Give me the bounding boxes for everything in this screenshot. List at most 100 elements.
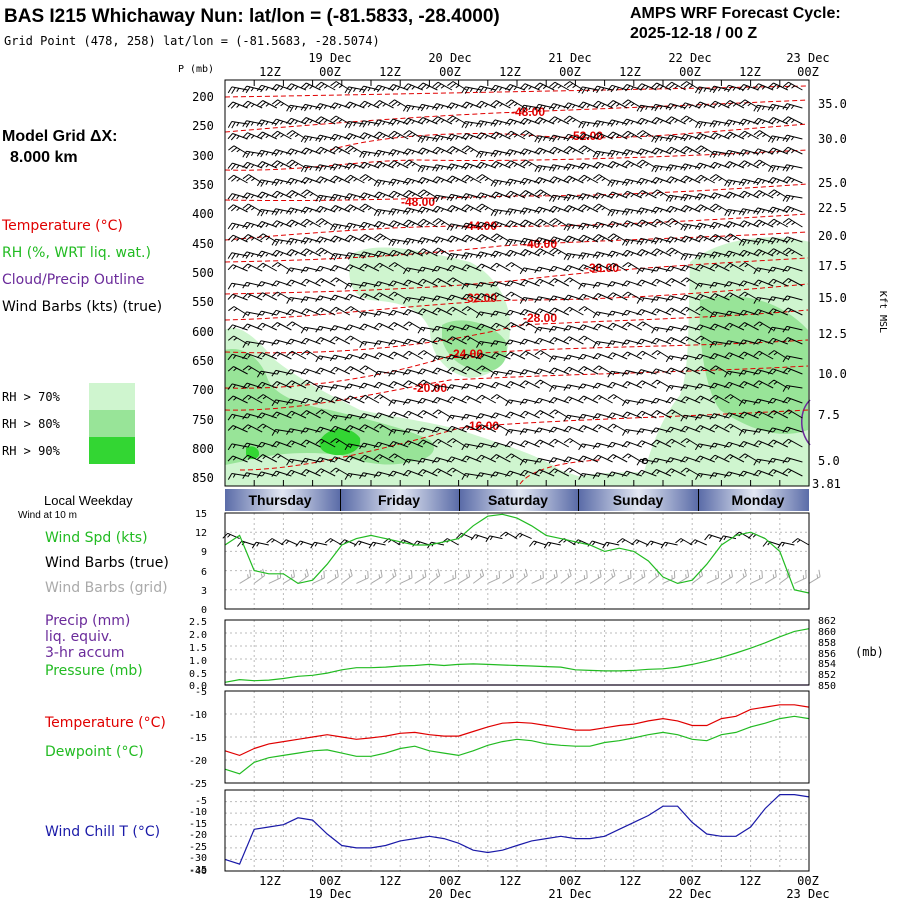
wind-barb [694, 204, 716, 213]
wind-barb [592, 382, 613, 389]
temp-tick-label: -5 [195, 687, 207, 698]
wind-barb [286, 428, 307, 435]
wind-barb [621, 190, 643, 199]
wind-barb [534, 278, 555, 287]
legend-rh: RH (%, WRT liq. wat.) [2, 245, 151, 261]
wind-barb [563, 294, 584, 301]
wind-barb [417, 147, 438, 155]
wind-barb [402, 428, 423, 435]
contour-label: -52.00 [569, 129, 603, 143]
wind-barb [373, 412, 394, 419]
wind-barb-grid [545, 569, 558, 584]
wind-barb [271, 351, 292, 360]
wind-barb-grid [589, 569, 602, 584]
wind-barb [782, 397, 803, 404]
wind-barb-grid [385, 568, 397, 584]
wind-barb [534, 147, 555, 155]
wind-barb [636, 130, 657, 140]
wind-barb [578, 425, 599, 433]
wind-barb [592, 281, 613, 289]
wind-barb [651, 206, 672, 214]
wind-barb [300, 278, 321, 287]
wind-barb [242, 454, 263, 463]
wind-barb [709, 311, 730, 319]
wind-barb [636, 380, 657, 389]
wind-barb [227, 264, 248, 272]
wind-barb-grid [268, 570, 282, 584]
wind-barb [432, 247, 453, 257]
wind-barb [767, 337, 788, 345]
pressure-tick-label: 750 [192, 413, 214, 427]
wind-barb [709, 454, 730, 463]
wind-barb [315, 325, 336, 333]
wind-barb [593, 174, 613, 184]
wind-barb [432, 397, 453, 404]
wind-barb [505, 399, 526, 407]
pressure-tick-label: 850 [192, 471, 214, 485]
wind-barb [519, 177, 540, 186]
wind-barb [709, 472, 730, 479]
wind-barb [753, 369, 774, 376]
wind-barb [286, 440, 307, 448]
wind-barb [271, 399, 292, 407]
wind-barb [695, 121, 715, 129]
wind-barb [709, 192, 730, 200]
wind-barb [271, 381, 292, 389]
wind-barb [577, 383, 599, 390]
precip-panel-frame [224, 619, 810, 686]
wind-barb [534, 237, 555, 245]
wind-barb [738, 84, 759, 92]
wind-barb [519, 249, 540, 257]
temp-tick-label: -25 [189, 779, 207, 790]
wind-barb [329, 456, 350, 463]
wind-barb [373, 84, 394, 93]
wind-barb [344, 101, 365, 109]
wind-barb [636, 249, 657, 257]
wind-barb [665, 205, 686, 214]
wind-barb [490, 340, 511, 347]
pressure-tick-label: 500 [192, 266, 214, 280]
wc-tick-label: -5 [195, 796, 207, 807]
wind-barb [432, 468, 453, 477]
height-axis: 35.0 30.0 25.0 22.5 20.0 17.5 15.0 12.5 … [812, 97, 847, 491]
wind-barb [578, 86, 599, 94]
wind-barb [534, 397, 555, 405]
wind-barb [709, 120, 730, 128]
wind-barb-true [602, 541, 620, 549]
wind-barb [592, 293, 613, 301]
wind-barb [738, 160, 759, 169]
wind-barb [694, 455, 715, 463]
wind-barb [300, 368, 321, 375]
wind-barb [461, 293, 482, 301]
wind-barb [227, 174, 248, 184]
wind-barb [621, 160, 643, 169]
hour-tick-label: 12Z [619, 65, 641, 79]
wind-barb [271, 441, 292, 448]
wind-barb [344, 443, 365, 451]
wind-barb [461, 366, 482, 375]
wind-barb [694, 413, 715, 421]
wind-barb [563, 456, 584, 463]
wind-barb [578, 121, 599, 129]
wind-barb [636, 469, 657, 477]
wind-barb [694, 162, 715, 170]
wind-barb [256, 471, 277, 478]
wind-barb-true [324, 538, 343, 546]
wind-barb [724, 233, 745, 243]
wind-barb [695, 145, 716, 155]
wind-barb [242, 323, 263, 331]
wind-barb [417, 308, 438, 316]
wind-barb [432, 194, 453, 203]
bottom-hour-labels: 12Z 00Z 12Z 00Z 12Z 00Z 12Z 00Z 12Z 00Z [259, 874, 819, 888]
wind-barb [753, 117, 774, 126]
temperature-panel-frame [224, 690, 810, 784]
weekday-label: Local Weekday [44, 493, 133, 508]
temp-contour-line [224, 365, 809, 411]
wind-barb [680, 306, 701, 316]
wind-barb [359, 161, 380, 170]
wind-barb [665, 397, 686, 404]
wind-barb [607, 221, 628, 229]
wind-barb [388, 190, 409, 199]
wind-barb [767, 439, 789, 448]
